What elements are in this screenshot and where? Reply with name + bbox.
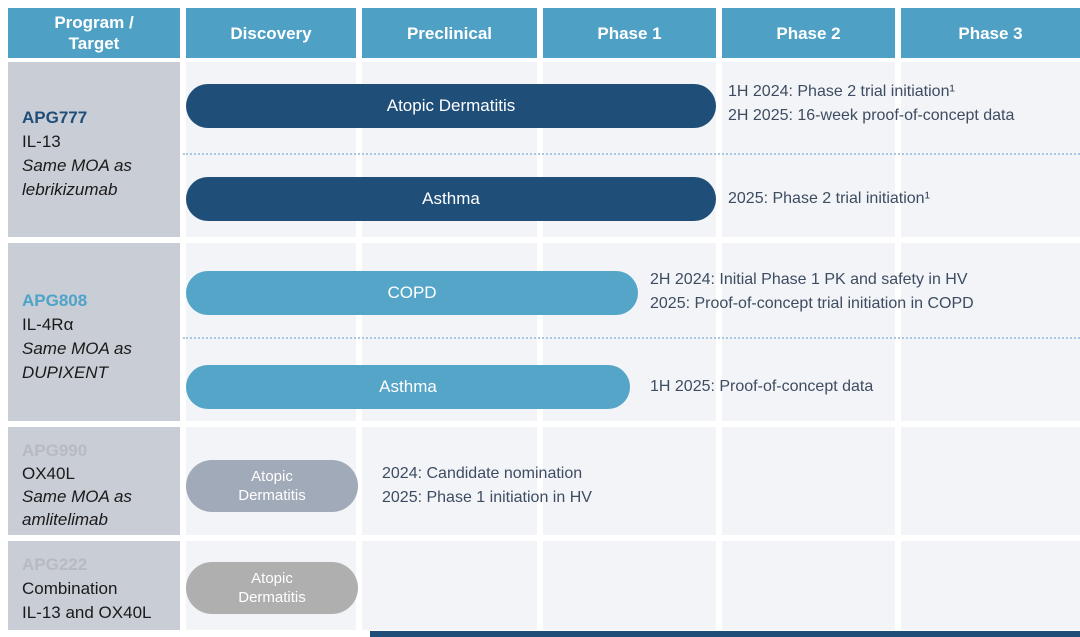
milestone-line: 2025: Proof-of-concept trial initiation … (650, 295, 974, 312)
header-label-program-target: Program / Target (54, 13, 134, 53)
header-cell-phase1: Phase 1 (543, 8, 716, 58)
bar-label-apg777-atopic-dermatitis: Atopic Dermatitis (386, 96, 516, 115)
bottom-border-bar (370, 631, 1080, 637)
moa-apg808-line2: DUPIXENT (22, 363, 108, 382)
header-cell-phase2: Phase 2 (722, 8, 895, 58)
header-label-phase2: Phase 2 (776, 23, 841, 43)
header-cell-discovery: Discovery (186, 8, 356, 58)
header-cell-phase3: Phase 3 (901, 8, 1080, 58)
program-cell-apg777: APG777 IL-13 Same MOA as lebrikizumab (8, 62, 180, 237)
milestones-apg990-atopic-dermatitis: 2024: Candidate nomination 2025: Phase 1… (382, 462, 592, 510)
milestones-apg808-asthma: 1H 2025: Proof-of-concept data (650, 375, 873, 399)
header-cell-preclinical: Preclinical (362, 8, 537, 58)
program-name-apg222: APG222 (22, 555, 88, 574)
program-name-apg777: APG777 (22, 108, 88, 127)
milestone-line: 1H 2025: Proof-of-concept data (650, 378, 874, 395)
pill-label-apg222-atopic-dermatitis: Atopic Dermatitis (238, 570, 306, 606)
header-label-discovery: Discovery (230, 23, 312, 43)
pill-label-apg990-atopic-dermatitis: Atopic Dermatitis (238, 468, 306, 504)
program-name-apg990: APG990 (22, 441, 88, 460)
target-apg808: IL-4Rα (22, 315, 74, 334)
milestones-apg777-asthma: 2025: Phase 2 trial initiation¹ (728, 187, 930, 211)
milestones-apg777-atopic-dermatitis: 1H 2024: Phase 2 trial initiation¹ 2H 20… (728, 80, 1014, 128)
target-apg222-line2: IL-13 and OX40L (22, 603, 152, 622)
target-apg222: Combination (22, 579, 118, 598)
program-cell-apg222: APG222 Combination IL-13 and OX40L (8, 541, 180, 630)
bar-label-apg777-asthma: Asthma (422, 189, 480, 208)
moa-apg777-line2: lebrikizumab (22, 180, 118, 199)
milestone-line: 2024: Candidate nomination (382, 465, 583, 482)
header-label-phase1: Phase 1 (597, 23, 662, 43)
header-label-phase3: Phase 3 (958, 23, 1023, 43)
moa-apg990-line1: Same MOA as (22, 487, 132, 506)
pill-apg990-atopic-dermatitis: Atopic Dermatitis (186, 460, 358, 512)
bar-label-apg808-asthma: Asthma (379, 377, 437, 396)
bar-apg808-asthma: Asthma (186, 365, 630, 409)
milestone-line: 2H 2024: Initial Phase 1 PK and safety i… (650, 271, 968, 288)
milestone-line: 2025: Phase 2 trial initiation¹ (728, 190, 930, 207)
milestone-line: 1H 2024: Phase 2 trial initiation¹ (728, 83, 955, 100)
header-cell-program-target: Program / Target (8, 8, 180, 58)
bar-label-apg808-copd: COPD (387, 283, 437, 302)
program-cell-apg990: APG990 OX40L Same MOA as amlitelimab (8, 427, 180, 535)
moa-apg777-line1: Same MOA as (22, 156, 132, 175)
bar-apg808-copd: COPD (186, 271, 638, 315)
bar-apg777-atopic-dermatitis: Atopic Dermatitis (186, 84, 716, 128)
moa-apg990-line2: amlitelimab (22, 510, 108, 529)
pill-apg222-atopic-dermatitis: Atopic Dermatitis (186, 562, 358, 614)
program-name-apg808: APG808 (22, 291, 88, 310)
milestones-apg808-copd: 2H 2024: Initial Phase 1 PK and safety i… (650, 268, 974, 316)
dotted-divider-apg777 (183, 153, 1080, 155)
target-apg777: IL-13 (22, 132, 61, 151)
target-apg990: OX40L (22, 464, 75, 483)
bar-apg777-asthma: Asthma (186, 177, 716, 221)
header-label-preclinical: Preclinical (406, 23, 493, 43)
milestone-line: 2H 2025: 16-week proof-of-concept data (728, 107, 1015, 124)
milestone-line: 2025: Phase 1 initiation in HV (382, 489, 592, 506)
dotted-divider-apg808 (183, 337, 1080, 339)
moa-apg808-line1: Same MOA as (22, 339, 132, 358)
program-cell-apg808: APG808 IL-4Rα Same MOA as DUPIXENT (8, 243, 180, 421)
